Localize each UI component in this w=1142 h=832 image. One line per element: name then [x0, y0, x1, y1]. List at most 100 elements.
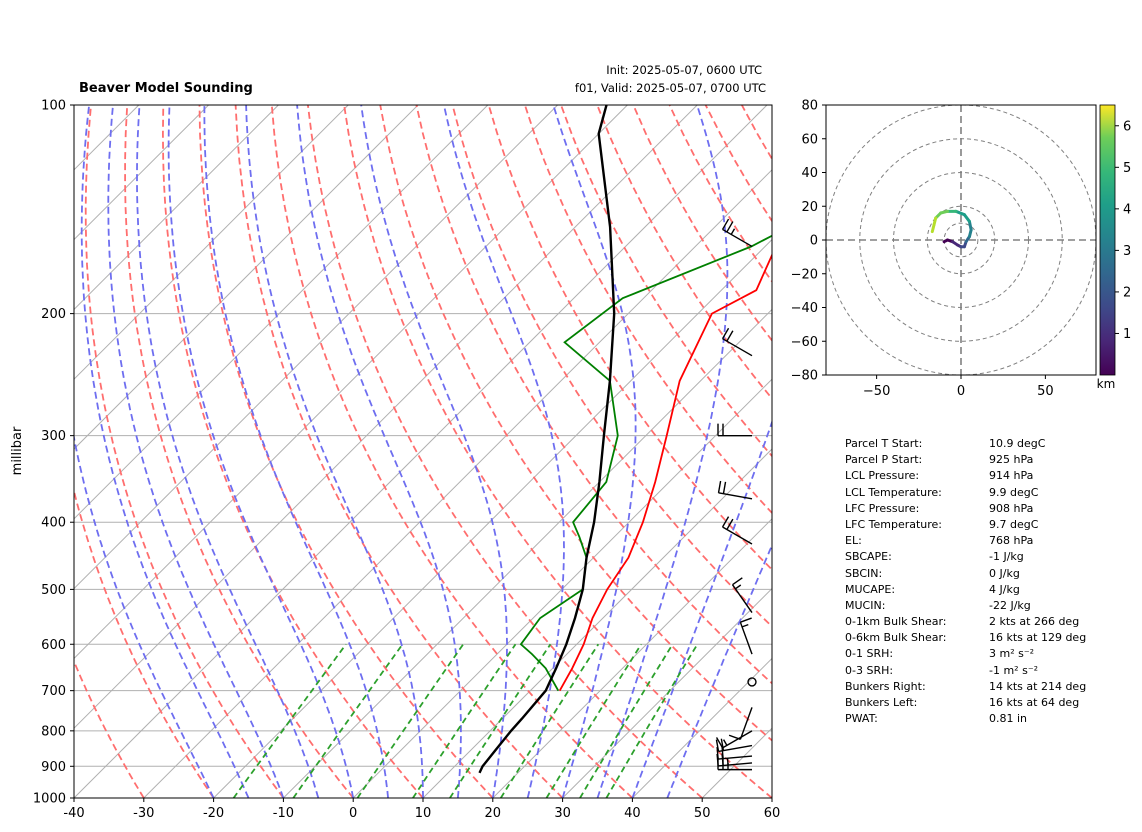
stat-row: LCL Pressure: 914 hPa — [845, 469, 1135, 485]
y-tick-label: 300 — [41, 429, 66, 444]
stat-value: 925 hPa — [989, 453, 1034, 467]
isotherm-line — [74, 105, 279, 311]
stat-value: 914 hPa — [989, 469, 1034, 483]
stat-row: SBCAPE: -1 J/kg — [845, 550, 1135, 566]
colorbar-tick-label: 3 — [1123, 244, 1131, 259]
isotherm-line — [74, 105, 698, 729]
isotherm-line — [74, 105, 349, 380]
hodograph-axes: −50 0 50 80 60 40 20 0 −20 −40 −60 −80 — [791, 99, 1054, 400]
stat-row: 0-3 SRH: -1 m² s⁻² — [845, 664, 1135, 680]
parcel-trace — [478, 105, 616, 774]
isotherm-line — [74, 105, 419, 450]
y-tick-label: 700 — [41, 684, 66, 699]
x-tick-label: 20 — [485, 806, 502, 821]
x-tick-label: -30 — [133, 806, 154, 821]
isotherm-line — [213, 238, 772, 798]
wind-barb-feather — [717, 480, 722, 493]
stat-label: 0-1km Bulk Shear: — [845, 615, 947, 629]
isotherm-line — [422, 448, 772, 798]
dry-adiabat — [84, 105, 285, 798]
moist-adiabat — [136, 105, 320, 798]
x-tick-label: 30 — [554, 806, 571, 821]
mixing-ratio-line — [605, 643, 699, 798]
y-tick-label: 900 — [41, 760, 66, 775]
stat-value: 2 kts at 266 deg — [989, 615, 1080, 629]
y-tick-label: 200 — [41, 307, 66, 322]
stat-label: SBCIN: — [845, 566, 883, 580]
stat-label: SBCAPE: — [845, 550, 892, 564]
dry-adiabat — [524, 105, 772, 515]
dry-adiabat — [343, 105, 772, 798]
x-tick-label: 50 — [694, 806, 711, 821]
stat-row: Parcel T Start: 10.9 degC — [845, 437, 1135, 453]
stat-row: 0-1km Bulk Shear: 2 kts at 266 deg — [845, 615, 1135, 631]
stat-label: Parcel P Start: — [845, 453, 923, 467]
isotherm-line — [492, 518, 772, 798]
wind-barb-shaft — [722, 526, 753, 545]
stat-row: MUCIN: -22 J/kg — [845, 599, 1135, 615]
stat-label: LCL Temperature: — [845, 485, 942, 499]
stat-label: 0-3 SRH: — [845, 663, 894, 677]
hodo-y-tick-label: −20 — [791, 267, 818, 282]
mixing-ratio-line — [232, 643, 347, 798]
stat-row: LFC Pressure: 908 hPa — [845, 502, 1135, 518]
mixing-ratio-line — [412, 643, 517, 798]
stat-row: MUCAPE: 4 J/kg — [845, 583, 1135, 599]
stat-value: 0 J/kg — [989, 566, 1020, 580]
hodograph-plot-area — [826, 105, 1096, 375]
moist-adiabat — [107, 105, 285, 798]
stat-value: 9.7 degC — [989, 517, 1039, 531]
wind-barb-feather — [722, 481, 727, 494]
stat-label: MUCIN: — [845, 598, 886, 612]
hodo-y-tick-label: 60 — [801, 132, 818, 147]
wind-barb-shaft — [722, 730, 753, 749]
stat-value: -1 J/kg — [989, 550, 1024, 564]
isotherm-line — [562, 587, 772, 798]
stat-row: Bunkers Right: 14 kts at 214 deg — [845, 680, 1135, 696]
dry-adiabat — [307, 105, 703, 798]
colorbar-tick-label: 6 — [1123, 119, 1131, 134]
isotherm-line — [74, 105, 209, 241]
dry-adiabat — [487, 105, 772, 571]
wind-barb-shaft — [718, 492, 753, 500]
init-time: Init: 2025-05-07, 0600 UTC — [606, 63, 762, 77]
hodograph-segment — [954, 209, 966, 217]
y-tick-label: 600 — [41, 638, 66, 653]
dry-adiabat — [560, 105, 772, 458]
colorbar-axes: 1 2 3 4 5 6 — [1115, 119, 1131, 342]
mixing-ratio-line — [545, 643, 642, 798]
mixing-ratio-line — [449, 643, 552, 798]
moist-adiabat — [80, 105, 250, 798]
dry-adiabat — [74, 658, 145, 798]
isotherm-line — [74, 105, 558, 590]
x-tick-label: 40 — [624, 806, 641, 821]
colorbar-label: km — [1097, 377, 1116, 391]
stat-value: 0.81 in — [989, 712, 1028, 726]
wind-barb-feather — [720, 738, 725, 751]
x-tick-label: 0 — [349, 806, 357, 821]
wind-barb-feather — [730, 228, 736, 235]
stat-label: LFC Temperature: — [845, 517, 943, 531]
stat-row: Parcel P Start: 925 hPa — [845, 453, 1135, 469]
wind-barb-feather — [732, 577, 743, 586]
dry-adiabat — [124, 105, 354, 798]
wind-barb-feather — [721, 327, 730, 340]
calm-wind-marker — [747, 677, 757, 687]
hodo-x-tick-label: 50 — [1037, 384, 1054, 399]
stat-value: 3 m² s⁻² — [989, 647, 1035, 661]
skewt-plot-area — [74, 105, 772, 798]
wind-barb-feather — [726, 518, 734, 530]
stat-label: 0-6km Bulk Shear: — [845, 631, 947, 645]
wind-barb-shaft — [739, 707, 753, 740]
stat-value: 4 J/kg — [989, 582, 1020, 596]
stat-value: 768 hPa — [989, 534, 1034, 548]
stat-label: Bunkers Right: — [845, 679, 926, 693]
colorbar-tick-label: 1 — [1123, 327, 1131, 342]
hodo-y-tick-label: −80 — [791, 369, 818, 384]
wind-barb-feather — [726, 221, 734, 233]
dry-adiabat — [379, 105, 772, 742]
y-tick-label: 800 — [41, 724, 66, 739]
dry-adiabat — [74, 487, 215, 798]
